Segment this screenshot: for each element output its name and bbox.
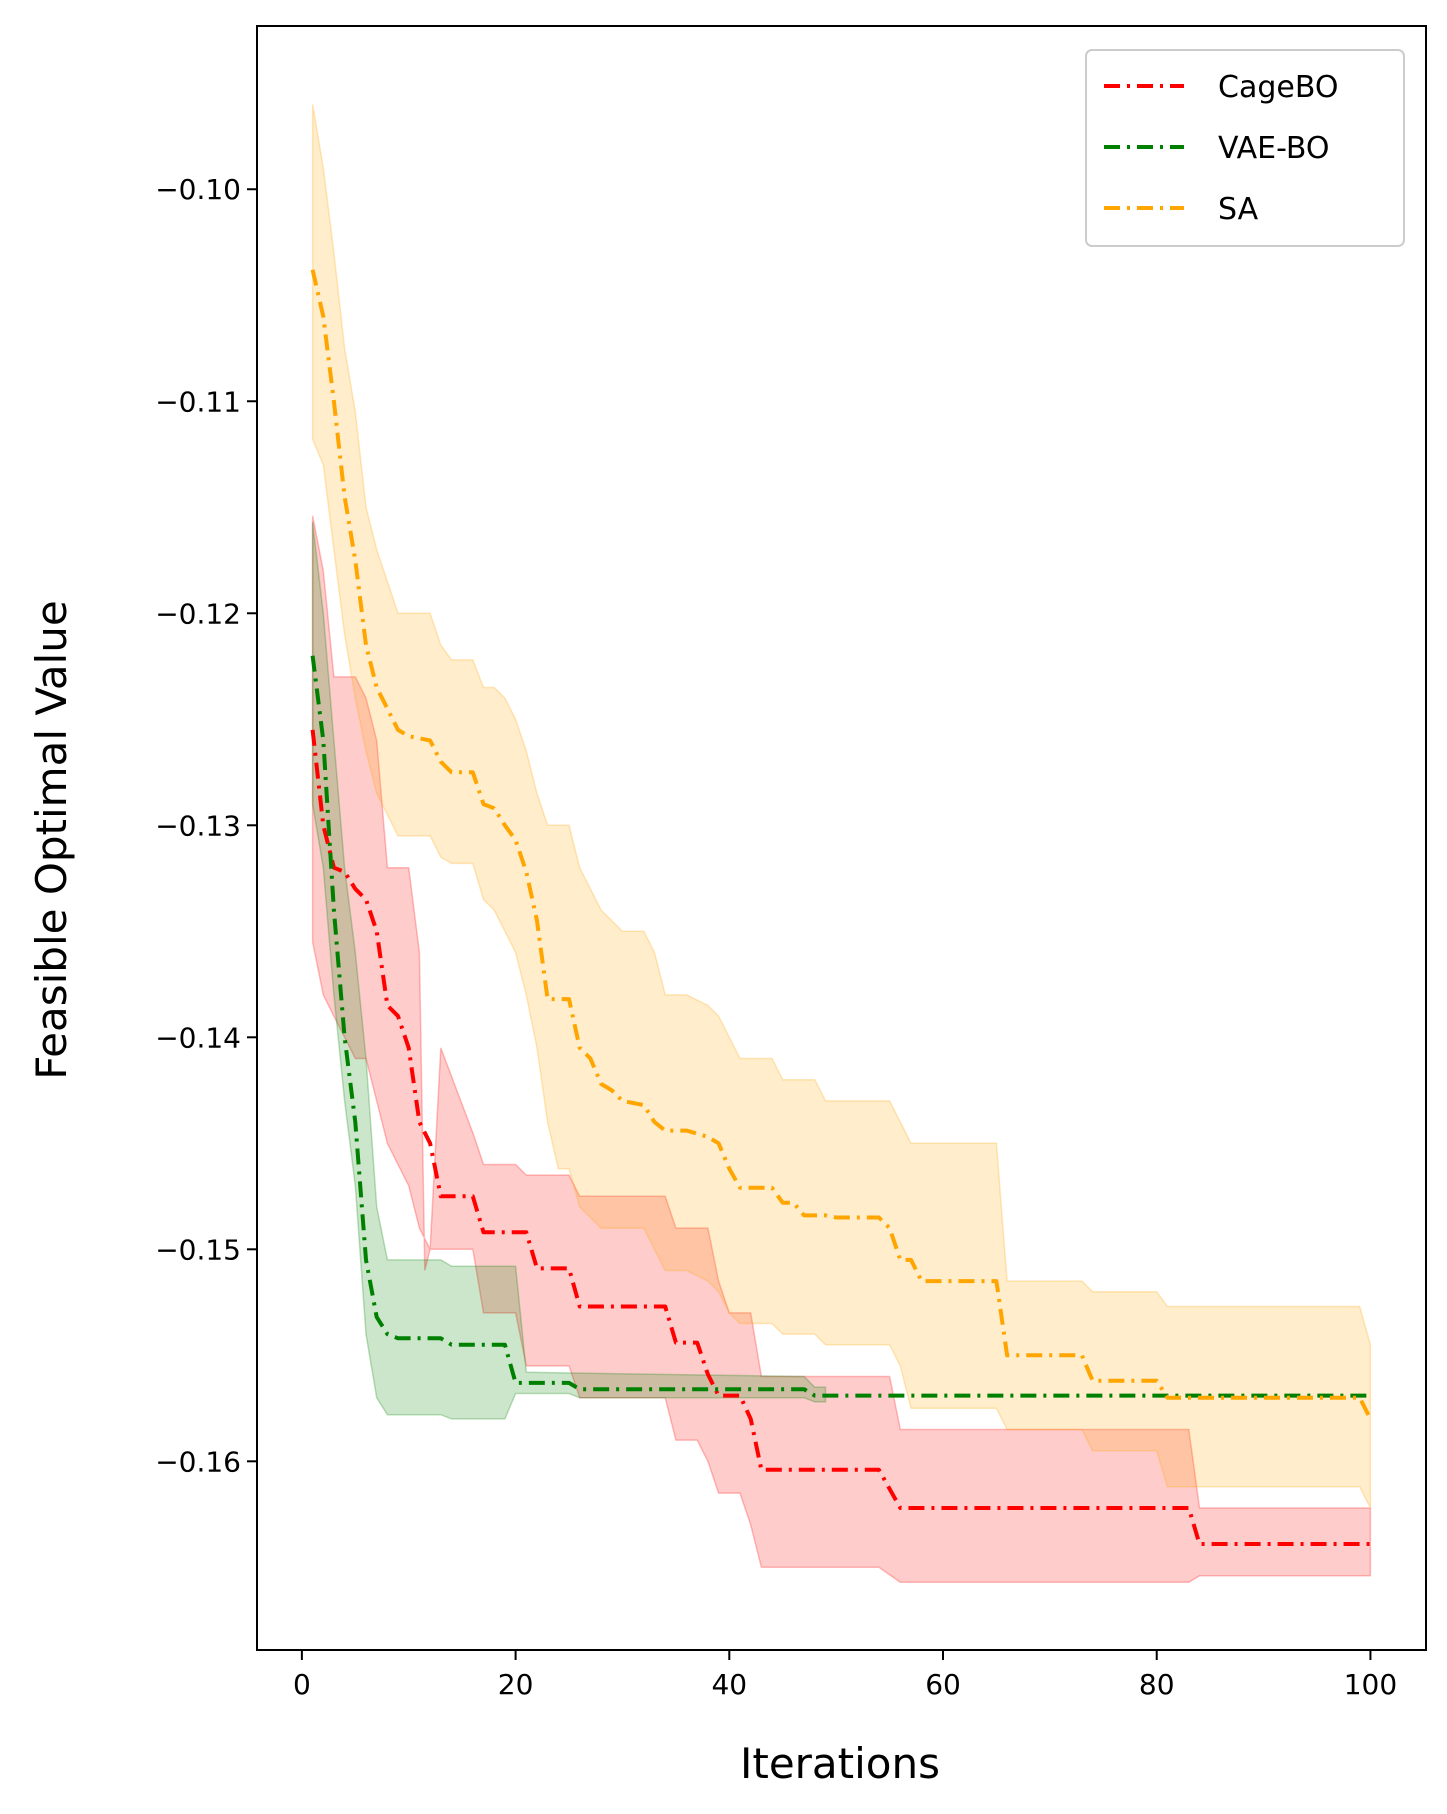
y-tick-label: −0.15 — [155, 1233, 241, 1266]
legend: CageBO VAE-BO SA — [1085, 49, 1405, 247]
line-vae-bo — [310, 655, 1371, 1398]
y-tick-label: −0.16 — [155, 1445, 241, 1478]
x-tick-label: 40 — [711, 1668, 747, 1701]
y-tick-label: −0.10 — [155, 173, 241, 206]
y-axis-label: Feasible Optimal Value — [27, 600, 76, 1079]
legend-box — [1085, 49, 1405, 247]
x-tick-label: 60 — [925, 1668, 961, 1701]
legend-label-vae-bo: VAE-BO — [1218, 131, 1330, 166]
series-lines — [310, 269, 1373, 1546]
x-tick-label: 100 — [1344, 1668, 1397, 1701]
x-tick-label: 20 — [498, 1668, 534, 1701]
band-cagebo — [311, 515, 1372, 1583]
confidence-bands — [311, 104, 1372, 1583]
y-tick-label: −0.12 — [155, 597, 241, 630]
x-axis-label: Iterations — [740, 1739, 940, 1788]
plot-frame — [256, 25, 1427, 1651]
x-axis-ticks: 0 20 40 60 80 100 — [293, 1650, 1397, 1701]
legend-label-cagebo: CageBO — [1218, 70, 1339, 105]
y-axis-ticks: −0.10 −0.11 −0.12 −0.13 −0.14 −0.15 −0.16 — [155, 173, 257, 1478]
band-sa — [311, 104, 1372, 1509]
line-cagebo — [310, 729, 1371, 1546]
legend-label-sa: SA — [1218, 192, 1259, 227]
line-sa — [310, 269, 1373, 1420]
band-vae-bo — [311, 522, 827, 1420]
x-tick-label: 0 — [293, 1668, 311, 1701]
x-tick-label: 80 — [1139, 1668, 1175, 1701]
y-tick-label: −0.11 — [155, 385, 241, 418]
y-tick-label: −0.14 — [155, 1021, 241, 1054]
y-tick-label: −0.13 — [155, 809, 241, 842]
